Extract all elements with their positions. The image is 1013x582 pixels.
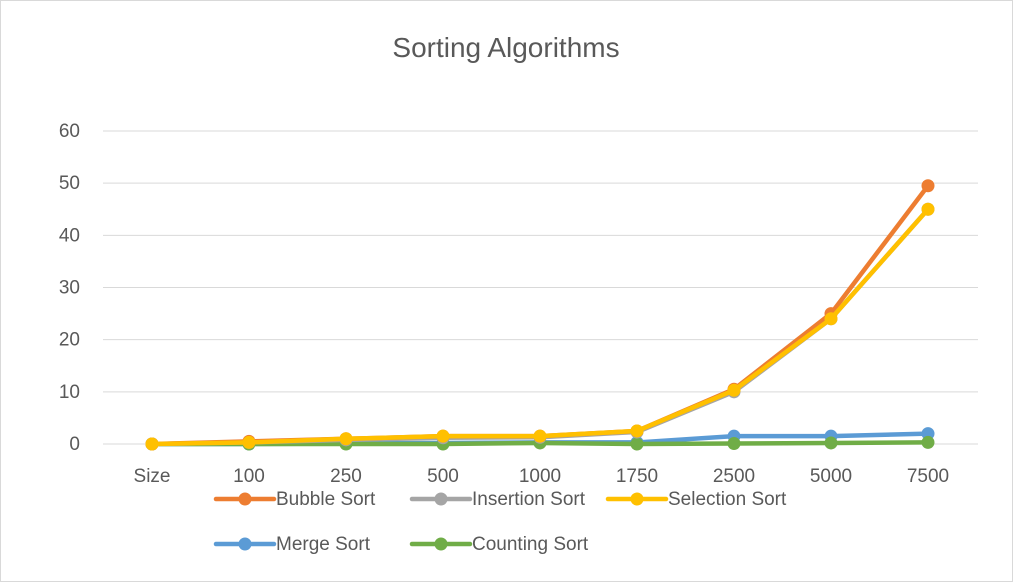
- data-point: [436, 429, 450, 443]
- data-point: [824, 436, 838, 450]
- data-point: [727, 383, 741, 397]
- legend-label: Insertion Sort: [472, 489, 586, 510]
- x-tick-label: 1000: [519, 466, 561, 487]
- x-tick-label: 100: [233, 466, 265, 487]
- legend-label: Bubble Sort: [276, 489, 376, 510]
- legend-swatch-marker: [434, 537, 448, 551]
- x-tick-label: 1750: [616, 466, 658, 487]
- x-tick-label: 250: [330, 466, 362, 487]
- x-axis-ticks: Size 100 250 500 1000 1750 2500 5000 7500: [134, 466, 950, 487]
- legend-item-counting-sort: Counting Sort: [409, 534, 589, 555]
- legend-swatch-marker: [238, 537, 252, 551]
- data-point: [145, 437, 159, 451]
- y-tick-label: 10: [59, 382, 80, 403]
- legend-label: Merge Sort: [276, 534, 371, 555]
- data-point: [921, 435, 935, 449]
- x-tick-label: 7500: [907, 466, 949, 487]
- gridlines: [103, 130, 978, 445]
- series-bubble-sort: [145, 179, 935, 451]
- legend-item-selection-sort: Selection Sort: [605, 489, 787, 510]
- chart-title: Sorting Algorithms: [392, 32, 619, 63]
- legend-item-merge-sort: Merge Sort: [213, 534, 371, 555]
- series-layer: [145, 179, 935, 451]
- data-point: [339, 432, 353, 446]
- y-tick-label: 50: [59, 173, 80, 194]
- y-tick-label: 40: [59, 225, 80, 246]
- legend-label: Counting Sort: [472, 534, 589, 555]
- y-tick-label: 0: [69, 434, 80, 455]
- x-tick-label: 2500: [713, 466, 755, 487]
- legend-swatch-marker: [434, 492, 448, 506]
- data-point: [630, 424, 644, 438]
- x-tick-label: 5000: [810, 466, 852, 487]
- legend-swatch-marker: [238, 492, 252, 506]
- y-axis-ticks: 0 10 20 30 40 50 60: [59, 121, 80, 455]
- y-tick-label: 20: [59, 330, 80, 351]
- series-line: [149, 183, 931, 447]
- y-tick-label: 30: [59, 278, 80, 299]
- x-tick-label: 500: [427, 466, 459, 487]
- series-selection-sort: [145, 202, 935, 451]
- data-point: [242, 435, 256, 449]
- data-point: [727, 436, 741, 450]
- legend-item-insertion-sort: Insertion Sort: [409, 489, 586, 510]
- legend: Bubble Sort Insertion Sort Selection Sort M…: [213, 489, 787, 555]
- data-point: [921, 179, 935, 193]
- y-tick-label: 60: [59, 121, 80, 142]
- legend-item-bubble-sort: Bubble Sort: [213, 489, 376, 510]
- legend-label: Selection Sort: [668, 489, 787, 510]
- x-tick-label: Size: [134, 466, 171, 487]
- legend-swatch-marker: [630, 492, 644, 506]
- data-point: [824, 312, 838, 326]
- data-point: [630, 437, 644, 451]
- data-point: [921, 202, 935, 216]
- data-point: [533, 429, 547, 443]
